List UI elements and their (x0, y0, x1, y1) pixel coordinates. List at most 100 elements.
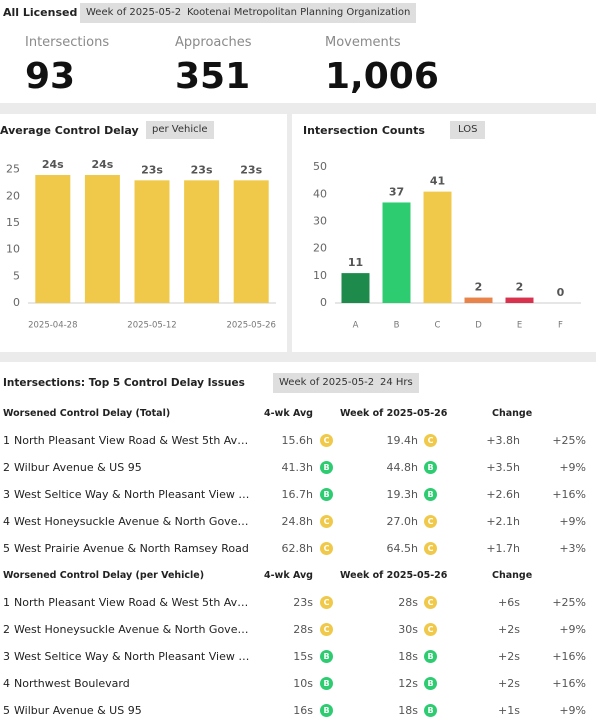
change-pct: +25% (552, 434, 586, 447)
bar (35, 175, 71, 303)
avg-delay: 24.8h (281, 515, 313, 528)
avg-delay: 15.6h (281, 434, 313, 447)
avg-delay: 62.8h (281, 542, 313, 555)
y-tick-label: 25 (6, 163, 20, 176)
rank: 4 (3, 677, 10, 690)
los-badge: B (320, 488, 333, 501)
intersection-name[interactable]: West Seltice Way & North Pleasant View R… (14, 488, 252, 501)
bar (84, 175, 120, 303)
toggle-button[interactable]: per Vehicle (146, 121, 214, 139)
change: +2.1h (486, 515, 520, 528)
avg-delay: 15s (293, 650, 313, 663)
page-title: All Licensed (3, 6, 78, 19)
value-label: 41 (430, 175, 445, 188)
los-badge: C (424, 515, 437, 528)
bar (464, 297, 493, 303)
value-label: 24s (42, 158, 64, 171)
y-tick-label: 20 (313, 242, 327, 255)
value-label: 37 (389, 185, 404, 198)
change-pct: +25% (552, 596, 586, 609)
toggle-button[interactable]: Week of 2025-05-26 (273, 373, 387, 393)
week-delay: 19.4h (386, 434, 418, 447)
intersection-name[interactable]: Wilbur Avenue & US 95 (14, 704, 142, 717)
table-title: Intersections: Top 5 Control Delay Issue… (3, 377, 245, 389)
y-tick-label: 5 (13, 269, 20, 282)
los-badge: B (424, 650, 437, 663)
change: +2s (498, 650, 520, 663)
intersection-name[interactable]: North Pleasant View Road & West 5th Aven… (14, 434, 252, 447)
change: +1s (498, 704, 520, 717)
change-pct: +9% (559, 461, 586, 474)
bar (233, 180, 269, 303)
week-delay: 18s (398, 650, 418, 663)
rank: 4 (3, 515, 10, 528)
intersection-name[interactable]: West Seltice Way & North Pleasant View R… (14, 650, 252, 663)
y-tick-label: 0 (320, 296, 327, 309)
kpi-value: 1,006 (325, 56, 439, 97)
intersection-name[interactable]: Northwest Boulevard (14, 677, 130, 690)
week-delay: 64.5h (386, 542, 418, 555)
column-header: 4-wk Avg (264, 570, 313, 581)
week-delay: 12s (398, 677, 418, 690)
change: +2s (498, 623, 520, 636)
kpi-label: Intersections (25, 35, 110, 50)
change-pct: +16% (552, 488, 586, 501)
rank: 5 (3, 542, 10, 555)
column-header: Worsened Control Delay (Total) (3, 408, 171, 419)
los-badge: C (424, 434, 437, 447)
los-badge: B (320, 677, 333, 690)
x-tick-label: E (517, 321, 522, 331)
column-header: Change (492, 408, 533, 419)
week-delay: 27.0h (386, 515, 418, 528)
change: +2.6h (486, 488, 520, 501)
change: +2s (498, 677, 520, 690)
los-badge: B (424, 488, 437, 501)
toggle-button[interactable]: LOS (450, 121, 486, 139)
change-pct: +9% (559, 704, 586, 717)
intersection-name[interactable]: Wilbur Avenue & US 95 (14, 461, 142, 474)
rank: 2 (3, 461, 10, 474)
week-delay: 30s (398, 623, 418, 636)
x-tick-label: B (394, 321, 400, 331)
toggle-button[interactable]: 24 Hrs (374, 373, 419, 393)
kpi-label: Movements (325, 35, 401, 50)
x-tick-label: 2025-05-26 (226, 321, 275, 331)
value-label: 23s (191, 163, 213, 176)
rank: 5 (3, 704, 10, 717)
intersection-name[interactable]: West Prairie Avenue & North Ramsey Road (14, 542, 249, 555)
change: +6s (498, 596, 520, 609)
column-header: Worsened Control Delay (per Vehicle) (3, 570, 205, 581)
week-delay: 28s (398, 596, 418, 609)
y-tick-label: 15 (6, 216, 20, 229)
los-badge: C (424, 596, 437, 609)
intersection-name[interactable]: North Pleasant View Road & West 5th Aven… (14, 596, 252, 609)
intersection-name[interactable]: West Honeysuckle Avenue & North Governme… (14, 515, 252, 528)
column-header: Week of 2025-05-26 (340, 408, 448, 419)
los-badge: C (320, 542, 333, 555)
y-tick-label: 10 (313, 269, 327, 282)
bar (382, 202, 411, 303)
x-tick-label: 2025-04-28 (28, 321, 77, 331)
filter-chip[interactable]: Kootenai Metropolitan Planning Organizat… (181, 3, 417, 23)
bar (423, 191, 452, 303)
los-badge: C (424, 542, 437, 555)
value-label: 0 (557, 286, 565, 299)
week-delay: 44.8h (386, 461, 418, 474)
change-pct: +9% (559, 623, 586, 636)
x-tick-label: F (558, 321, 563, 331)
rank: 3 (3, 488, 10, 501)
avg-delay: 16s (293, 704, 313, 717)
rank: 2 (3, 623, 10, 636)
intersection-name[interactable]: West Honeysuckle Avenue & North Governme… (14, 623, 252, 636)
value-label: 23s (240, 163, 262, 176)
chart-title: Average Control Delay (0, 124, 139, 137)
y-tick-label: 0 (13, 296, 20, 309)
bar (184, 180, 220, 303)
los-badge: C (320, 623, 333, 636)
kpi-label: Approaches (175, 35, 252, 50)
kpi-value: 93 (25, 56, 76, 97)
change: +3.5h (486, 461, 520, 474)
filter-chip[interactable]: Week of 2025-05-26 (80, 3, 194, 23)
kpi-value: 351 (175, 56, 251, 97)
week-delay: 18s (398, 704, 418, 717)
